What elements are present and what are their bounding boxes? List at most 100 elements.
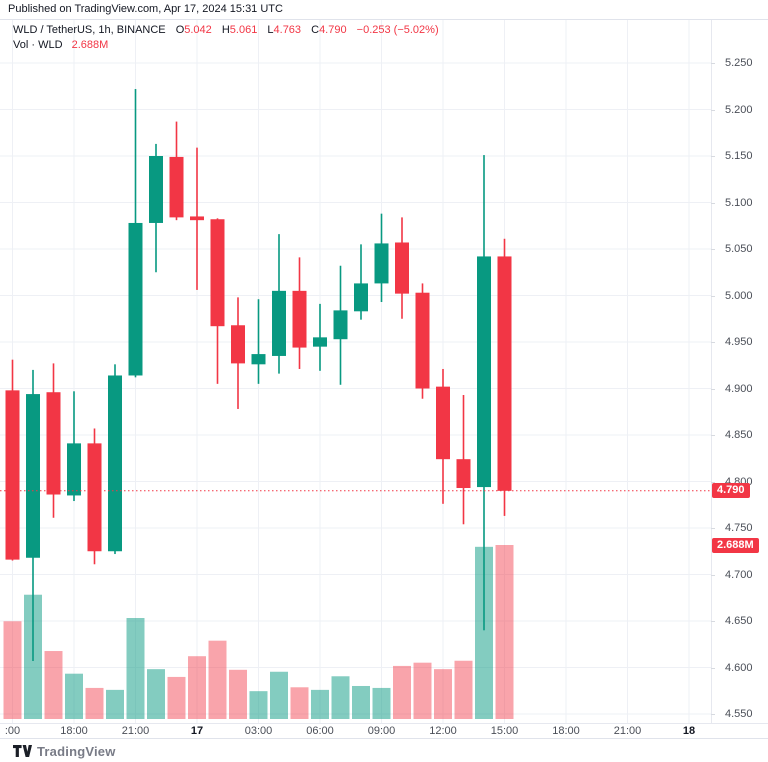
tradingview-logo-icon	[13, 745, 32, 757]
candle-body	[46, 392, 61, 495]
volume-bar	[126, 618, 145, 719]
volume-value: 2.688M	[71, 39, 109, 51]
price-tick-label: 4.950	[711, 334, 768, 350]
symbol-title: WLD / TetherUS, 1h, BINANCE	[13, 24, 166, 36]
volume-bar	[106, 689, 124, 719]
candle-body	[497, 256, 512, 491]
price-tick-label: 4.700	[711, 567, 768, 583]
price-tick-label: 4.550	[711, 706, 768, 722]
volume-bar	[331, 676, 350, 719]
legend-row-ohlc: WLD / TetherUS, 1h, BINANCE O5.042 H5.06…	[13, 23, 439, 38]
candle-body	[149, 156, 163, 223]
tradingview-logo-link[interactable]: TradingView	[13, 744, 116, 759]
legend-row-volume: Vol · WLD 2.688M	[13, 38, 439, 53]
candle-wick	[257, 299, 260, 384]
price-axis-separator	[711, 20, 712, 723]
time-tick-label: 17	[190, 725, 204, 737]
volume-bar	[85, 687, 104, 719]
chart-legend: WLD / TetherUS, 1h, BINANCE O5.042 H5.06…	[13, 23, 439, 53]
volume-bar	[147, 669, 165, 719]
candle-wick	[319, 303, 321, 371]
price-tick-label: 5.000	[711, 288, 768, 304]
time-tick-label: 12:00	[429, 725, 457, 737]
price-tick-label: 5.200	[711, 102, 768, 118]
price-tick-label: 5.050	[711, 241, 768, 257]
published-header: Published on TradingView.com, Apr 17, 20…	[8, 3, 283, 15]
candle-body	[313, 337, 327, 347]
time-axis[interactable]: :00 18:00 21:00 17 03:00 06:00 09:00 12:00 15:00…	[0, 724, 768, 739]
candle-body	[436, 386, 450, 460]
price-tick-label: 4.650	[711, 613, 768, 629]
candle-body	[190, 216, 204, 221]
tradingview-logo-text: TradingView	[37, 743, 116, 759]
price-badge: 4.790	[712, 483, 750, 499]
ohlc-close: C4.790	[311, 24, 347, 36]
candle-body	[210, 219, 225, 327]
volume-label: Vol · WLD	[13, 39, 63, 51]
volume-bar	[44, 651, 63, 719]
price-axis[interactable]: 5.250 5.200 5.150 5.100 5.050 5.000 4.950 4.900…	[711, 20, 768, 723]
candle-body	[67, 443, 81, 496]
volume-bar	[188, 656, 206, 719]
volume-bar	[167, 676, 186, 719]
ohlc-open: O5.042	[175, 24, 212, 36]
price-tick-label: 5.250	[711, 55, 768, 71]
price-tick-label: 4.850	[711, 427, 768, 443]
volume-bar	[65, 673, 83, 719]
volume-bar	[3, 621, 22, 719]
time-tick-label: 06:00	[306, 725, 334, 737]
candle-body	[108, 375, 122, 552]
time-tick-label: 03:00	[244, 725, 273, 737]
volume-bar	[208, 640, 227, 719]
candle-body	[333, 310, 348, 340]
candle-body	[374, 243, 389, 284]
volume-bar	[454, 660, 473, 719]
volume-bar	[475, 546, 493, 719]
footer: TradingView	[0, 740, 768, 762]
price-tick-label: 5.100	[711, 195, 768, 211]
price-tick-label: 4.750	[711, 520, 768, 536]
volume-bar	[495, 545, 514, 719]
candle-body	[456, 459, 471, 489]
candle-body	[128, 222, 143, 376]
volume-bar	[413, 662, 432, 719]
candle-body	[292, 290, 307, 348]
time-tick-label: 21:00	[613, 725, 642, 737]
candle-body	[354, 283, 368, 312]
volume-bar	[270, 671, 288, 719]
time-tick-label: 15:00	[490, 725, 519, 737]
time-tick-label: 18	[682, 725, 696, 737]
chart-card: WLD / TetherUS, 1h, BINANCE O5.042 H5.06…	[0, 19, 768, 739]
candle-body	[477, 256, 491, 488]
volume-bar	[434, 669, 452, 719]
price-tick-label: 4.900	[711, 381, 768, 397]
volume-bar	[393, 665, 411, 719]
candle-body	[395, 242, 409, 294]
volume-bar	[372, 687, 391, 719]
candle-body	[87, 443, 102, 552]
ohlc-low: L4.763	[267, 24, 302, 36]
candlestick-chart[interactable]	[0, 20, 711, 723]
candle-body	[231, 325, 245, 364]
volume-bar	[311, 689, 329, 719]
candle-wick	[360, 244, 362, 320]
candle-body	[26, 394, 40, 558]
candle-body	[169, 156, 184, 218]
candle-body	[5, 390, 20, 560]
candle-body	[272, 290, 286, 356]
price-tick-label: 4.600	[711, 660, 768, 676]
volume-bar	[290, 687, 309, 719]
time-tick-label: 21:00	[121, 725, 150, 737]
volume-bar	[352, 685, 370, 719]
ohlc-high: H5.061	[221, 24, 258, 36]
time-tick-label: :00	[4, 725, 21, 737]
time-tick-label: 09:00	[367, 725, 396, 737]
time-axis-separator	[0, 723, 768, 724]
time-tick-label: 18:00	[60, 725, 88, 737]
volume-bar	[229, 669, 247, 719]
volume-badge: 2.688M	[712, 537, 759, 553]
volume-bar	[249, 691, 268, 719]
price-tick-label: 5.150	[711, 148, 768, 164]
time-tick-label: 18:00	[552, 725, 580, 737]
